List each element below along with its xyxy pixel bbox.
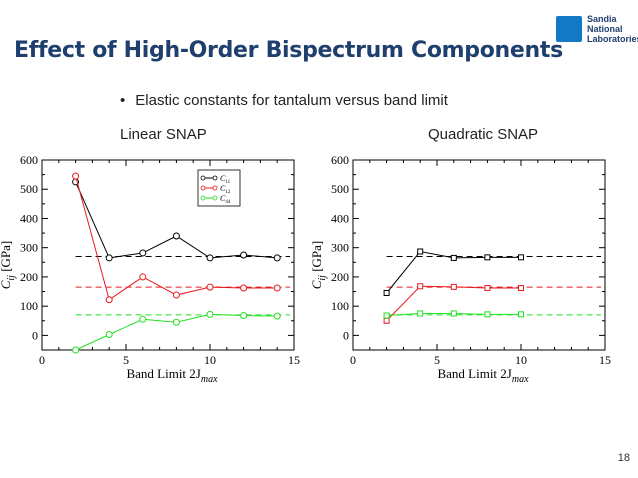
y-tick-label: 0 (32, 328, 38, 342)
sandia-logo: Sandia National Laboratories (556, 14, 638, 48)
data-point (484, 285, 491, 292)
legend-label: C11 (220, 174, 231, 185)
logo-text: Sandia National Laboratories (587, 14, 638, 44)
data-point (450, 254, 457, 261)
legend-box (197, 169, 241, 207)
data-point (383, 290, 390, 296)
slide-title: Effect of High-Order Bispectrum Componen… (14, 38, 563, 63)
bullet-text: Elastic constants for tantalum versus ba… (135, 92, 448, 109)
legend-marker (200, 195, 206, 201)
data-point (172, 291, 180, 299)
data-point (273, 284, 281, 292)
data-point (206, 310, 214, 318)
bullet-dot-icon: • (120, 92, 126, 109)
x-tick-label: 15 (288, 353, 300, 367)
x-axis-label: Band Limit 2Jmax (126, 366, 218, 385)
data-point (450, 310, 457, 317)
plot-frame (41, 159, 295, 351)
y-tick-label: 600 (331, 153, 349, 167)
data-point (417, 283, 424, 290)
y-tick-label: 400 (20, 211, 38, 225)
y-tick-label: 500 (20, 182, 38, 196)
sandia-logo-icon (556, 16, 582, 42)
data-point (484, 254, 491, 261)
y-tick-label: 400 (331, 211, 349, 225)
y-tick-label: 600 (20, 153, 38, 167)
logo-line: Laboratories (587, 34, 638, 44)
y-tick-label: 200 (331, 270, 349, 284)
data-point (383, 312, 390, 319)
data-point (72, 346, 80, 354)
data-point (206, 283, 214, 291)
y-tick-label: 300 (331, 241, 349, 255)
x-tick-label: 5 (434, 353, 440, 367)
y-tick-label: 100 (331, 299, 349, 313)
legend-label: C44 (220, 194, 231, 205)
data-point (484, 311, 491, 318)
legend-marker (212, 185, 218, 191)
y-tick-label: 100 (20, 299, 38, 313)
data-point (240, 312, 248, 320)
data-point (105, 254, 113, 262)
x-tick-label: 10 (515, 353, 527, 367)
data-point (105, 331, 113, 339)
data-point (417, 248, 424, 255)
legend-marker (200, 185, 206, 191)
series-line (75, 181, 278, 259)
data-point (518, 311, 524, 318)
x-tick-label: 0 (39, 353, 45, 367)
legend-marker (212, 175, 218, 181)
data-point (240, 251, 248, 259)
data-point (139, 249, 147, 257)
data-point (172, 318, 180, 326)
logo-line: National (587, 24, 623, 34)
data-point (450, 283, 457, 290)
data-point (273, 254, 281, 262)
data-point (518, 254, 524, 261)
y-tick-label: 200 (20, 270, 38, 284)
legend-marker (212, 195, 218, 201)
logo-line: Sandia (587, 14, 617, 24)
y-tick-label: 500 (331, 182, 349, 196)
chart-quadratic-snap: 0 100 200 300 400 500 600 0 5 10 15 Band Limit 2Jma… (309, 153, 611, 385)
x-tick-label: 5 (123, 353, 129, 367)
legend-label: C12 (220, 184, 231, 195)
x-tick-label: 10 (204, 353, 216, 367)
data-point (240, 284, 248, 292)
data-point (417, 310, 424, 317)
data-point (139, 315, 147, 323)
data-point (172, 232, 180, 240)
y-tick-label: 300 (20, 241, 38, 255)
x-tick-label: 15 (599, 353, 611, 367)
data-point (105, 296, 113, 304)
plot-frame (352, 159, 606, 351)
data-point (518, 285, 524, 292)
data-point (72, 172, 80, 180)
x-axis-label: Band Limit 2Jmax (437, 366, 529, 385)
data-point (206, 254, 214, 262)
data-point (273, 312, 281, 320)
y-axis-label: Cij [GPa] (309, 241, 328, 290)
chart-title-linear: Linear SNAP (120, 126, 207, 143)
data-point (383, 317, 390, 324)
chart-linear-snap: 0 100 200 300 400 500 600 0 5 10 15 Band Limit 2Jma… (0, 153, 300, 385)
y-tick-label: 0 (343, 328, 349, 342)
page-number: 18 (617, 452, 630, 464)
data-point (139, 273, 147, 281)
bullet-item: • Elastic constants for tantalum versus b… (120, 92, 448, 109)
legend-marker (200, 175, 206, 181)
x-tick-label: 0 (350, 353, 356, 367)
y-axis-label: Cij [GPa] (0, 241, 17, 290)
chart-title-quadratic: Quadratic SNAP (428, 126, 539, 143)
